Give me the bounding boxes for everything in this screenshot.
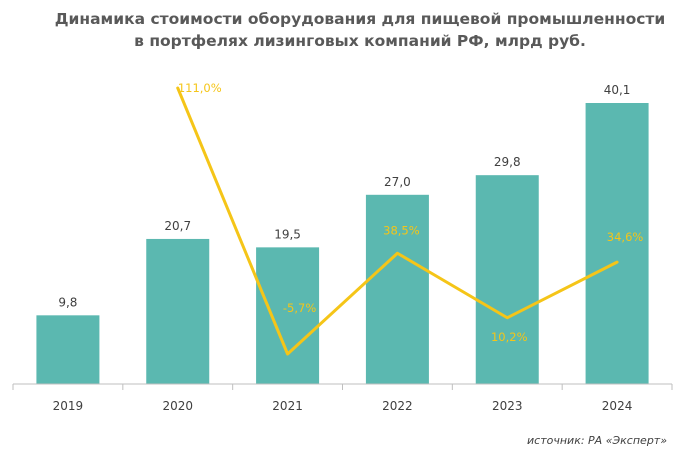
x-tick-label-2021: 2021 <box>272 399 303 413</box>
bar-2019 <box>36 315 100 384</box>
line-value-label-2024: 34,6% <box>607 230 644 244</box>
bar-2023 <box>475 175 539 384</box>
bar-2024 <box>585 103 649 384</box>
bar-value-label-2024: 40,1 <box>604 83 631 97</box>
line-value-label-2022: 38,5% <box>383 223 420 237</box>
x-tick-label-2024: 2024 <box>602 399 633 413</box>
x-tick-label-2019: 2019 <box>53 399 84 413</box>
x-tick-label-2022: 2022 <box>382 399 413 413</box>
bar-value-label-2023: 29,8 <box>494 155 521 169</box>
line-value-label-2023: 10,2% <box>491 330 528 344</box>
x-tick-label-2023: 2023 <box>492 399 523 413</box>
source-note: источник: РА «Эксперт» <box>527 434 667 447</box>
x-tick-label-2020: 2020 <box>162 399 193 413</box>
chart-title-line2: в портфелях лизинговых компаний РФ, млрд… <box>134 32 586 50</box>
bar-2021 <box>256 247 320 384</box>
line-value-label-2021: -5,7% <box>283 301 316 315</box>
chart-title: Динамика стоимости оборудования для пище… <box>40 8 679 52</box>
bar-2020 <box>146 238 210 384</box>
growth-line <box>176 86 619 356</box>
bar-value-label-2021: 19,5 <box>274 227 301 241</box>
bar-value-label-2022: 27,0 <box>384 175 411 189</box>
bar-value-label-2020: 20,7 <box>164 219 191 233</box>
chart-title-line1: Динамика стоимости оборудования для пище… <box>54 10 666 28</box>
line-value-label-2020: 111,0% <box>178 81 222 95</box>
bar-2022 <box>365 194 429 384</box>
bar-value-label-2019: 9,8 <box>58 295 77 309</box>
